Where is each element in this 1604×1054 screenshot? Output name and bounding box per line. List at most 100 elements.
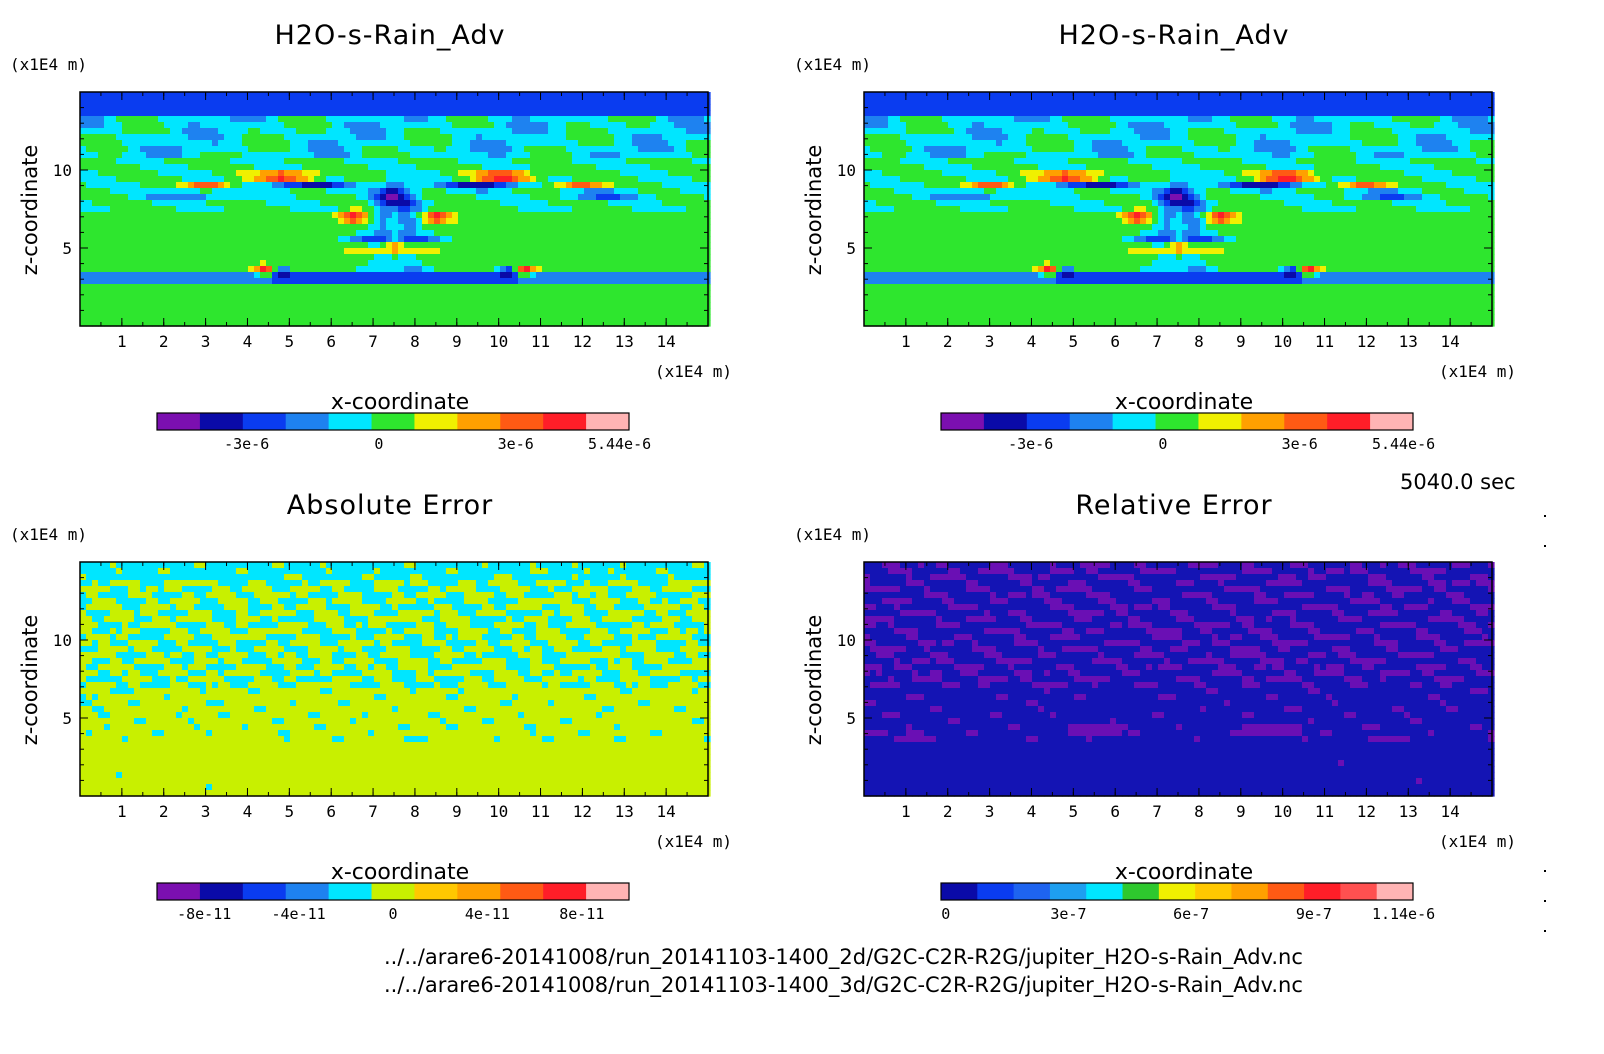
heatmap-cell	[476, 194, 483, 201]
heatmap-cell	[566, 152, 573, 159]
heatmap-cell	[452, 170, 459, 177]
heatmap-cell	[446, 272, 453, 279]
heatmap-cell	[338, 320, 345, 327]
heatmap-cell	[308, 140, 315, 147]
heatmap-cell	[578, 158, 585, 165]
heatmap-cell	[1296, 104, 1303, 111]
heatmap-cell	[218, 296, 225, 303]
heatmap-cell	[876, 98, 883, 105]
heatmap-cell	[638, 92, 645, 99]
heatmap-cell	[368, 116, 375, 123]
heatmap-cell	[1470, 128, 1477, 135]
heatmap-cell	[500, 128, 507, 135]
heatmap-cell	[572, 182, 579, 189]
heatmap-cell	[188, 158, 195, 165]
heatmap-cell	[458, 194, 465, 201]
heatmap-cell	[416, 284, 423, 291]
heatmap-cell	[494, 242, 501, 249]
heatmap-cell	[398, 152, 405, 159]
heatmap-cell	[362, 284, 369, 291]
heatmap-cell	[548, 248, 555, 255]
heatmap-cell	[966, 92, 973, 99]
heatmap-cell	[476, 158, 483, 165]
heatmap-cell	[182, 92, 189, 99]
heatmap-cell	[918, 104, 925, 111]
heatmap-cell	[146, 254, 153, 261]
heatmap-cell	[338, 218, 345, 225]
heatmap-cell	[110, 320, 117, 327]
heatmap-cell	[548, 128, 555, 135]
heatmap-cell	[560, 116, 567, 123]
heatmap-cell	[530, 266, 537, 273]
heatmap-cell	[452, 200, 459, 207]
heatmap-cell	[380, 260, 387, 267]
heatmap-cell	[1308, 92, 1315, 99]
heatmap-cell	[434, 308, 441, 315]
heatmap-cell	[188, 176, 195, 183]
heatmap-cell	[122, 188, 129, 195]
heatmap-cell	[620, 110, 627, 117]
heatmap-cell	[620, 296, 627, 303]
heatmap-cell	[116, 272, 123, 279]
heatmap-cell	[1056, 110, 1063, 117]
heatmap-cell	[224, 266, 231, 273]
heatmap-cell	[572, 218, 579, 225]
heatmap-cell	[530, 200, 537, 207]
heatmap-cell	[560, 230, 567, 237]
heatmap-cell	[644, 200, 651, 207]
heatmap-cell	[656, 164, 663, 171]
heatmap-cell	[362, 248, 369, 255]
heatmap-cell	[152, 200, 159, 207]
heatmap-cell	[1206, 128, 1213, 135]
heatmap-cell	[446, 296, 453, 303]
heatmap-cell	[1284, 116, 1291, 123]
heatmap-cell	[350, 188, 357, 195]
heatmap-cell	[344, 314, 351, 321]
heatmap-cell	[428, 158, 435, 165]
heatmap-cell	[344, 122, 351, 129]
heatmap-cell	[128, 164, 135, 171]
heatmap-cell	[434, 260, 441, 267]
heatmap-cell	[1122, 98, 1129, 105]
heatmap-cell	[596, 302, 603, 309]
heatmap-cell	[1158, 122, 1165, 129]
heatmap-cell	[254, 260, 261, 267]
heatmap-cell	[110, 158, 117, 165]
heatmap-cell	[296, 266, 303, 273]
heatmap-cell	[674, 182, 681, 189]
heatmap-cell	[578, 308, 585, 315]
heatmap-cell	[284, 278, 291, 285]
heatmap-cell	[254, 158, 261, 165]
heatmap-cell	[1218, 128, 1225, 135]
heatmap-cell	[1416, 98, 1423, 105]
heatmap-cell	[260, 98, 267, 105]
heatmap-cell	[326, 98, 333, 105]
heatmap-cell	[290, 104, 297, 111]
heatmap-cell	[404, 194, 411, 201]
heatmap-cell	[560, 182, 567, 189]
heatmap-cell	[446, 134, 453, 141]
heatmap-cell	[350, 320, 357, 327]
heatmap-cell	[632, 188, 639, 195]
heatmap-cell	[452, 320, 459, 327]
heatmap-cell	[290, 146, 297, 153]
heatmap-cell	[410, 158, 417, 165]
heatmap-cell	[924, 104, 931, 111]
heatmap-cell	[626, 296, 633, 303]
heatmap-cell	[512, 314, 519, 321]
heatmap-cell	[1260, 116, 1267, 123]
heatmap-cell	[936, 98, 943, 105]
heatmap-cell	[1134, 104, 1141, 111]
heatmap-cell	[104, 236, 111, 243]
heatmap-cell	[602, 278, 609, 285]
heatmap-cell	[296, 212, 303, 219]
colorbar-label: 5.44e-6	[588, 435, 651, 453]
heatmap-cell	[476, 308, 483, 315]
heatmap-cell	[422, 236, 429, 243]
heatmap-cell	[140, 254, 147, 261]
heatmap-cell	[194, 302, 201, 309]
heatmap-cell	[1260, 92, 1267, 99]
heatmap-cell	[644, 104, 651, 111]
heatmap-cell	[248, 236, 255, 243]
heatmap-cell	[608, 248, 615, 255]
